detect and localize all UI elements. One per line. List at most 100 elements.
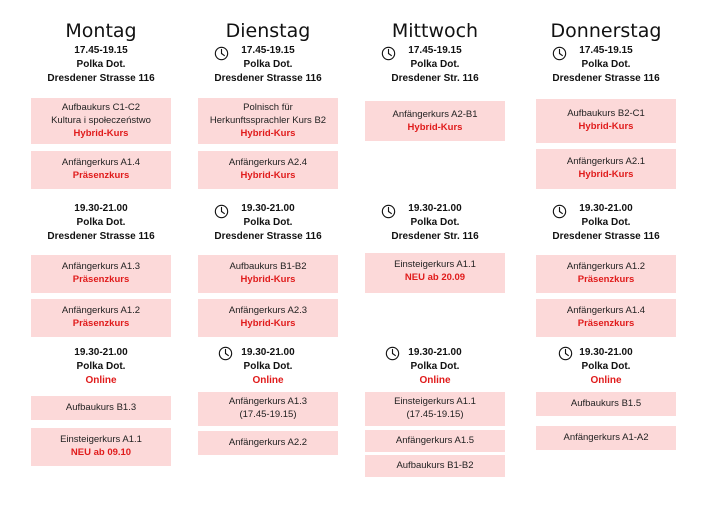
slot-address: Dresdener Strasse 116 [552, 231, 660, 242]
slot-time: 19.30-21.00 [241, 347, 295, 358]
course-card: Anfängerkurs A2-B1 Hybrid-Kurs [365, 101, 505, 141]
slot-place: Polka Dot. [581, 59, 631, 70]
course-status: Hybrid-Kurs [73, 128, 129, 139]
slot-header-2: 19.30-21.00 Polka Dot. Dresdener Strasse… [198, 202, 338, 244]
slot-header-2: 19.30-21.00 Polka Dot. Dresdener Strasse… [536, 202, 676, 244]
slot-place: Polka Dot. [76, 59, 126, 70]
course-name: Anfängerkurs A2.4 [228, 157, 308, 168]
course-card: Anfängerkurs A1.4 Präsenzkurs [536, 299, 676, 337]
slot-place: Polka Dot. [243, 361, 293, 372]
course-name: Anfängerkurs A1.4 [566, 305, 646, 316]
day-title: Mittwoch [391, 20, 479, 42]
course-status: Präsenzkurs [72, 318, 130, 329]
course-name: Aufbaukurs B1-B2 [396, 460, 474, 471]
slot-place: Polka Dot. [581, 361, 631, 372]
course-name: Anfängerkurs A1.4 [61, 157, 141, 168]
slot-mode: Online [85, 375, 117, 386]
course-card: Aufbaukurs B1.3 [31, 396, 171, 420]
slot-mode: Online [419, 375, 451, 386]
course-card: Anfängerkurs A1-A2 [536, 426, 676, 450]
course-card: Anfängerkurs A1.4 Präsenzkurs [31, 151, 171, 189]
course-card: Anfängerkurs A2.2 [198, 431, 338, 455]
slot-header-3: 19.30-21.00 Polka Dot. Online [536, 346, 676, 388]
course-card: Aufbaukurs B1-B2 Hybrid-Kurs [198, 255, 338, 293]
course-status: Präsenzkurs [72, 274, 130, 285]
slot-time: 17.45-19.15 [241, 45, 295, 56]
course-name: Polnisch für [243, 102, 293, 113]
slot-header-2: 19.30-21.00 Polka Dot. Dresdener Str. 11… [365, 202, 505, 244]
slot-time: 19.30-21.00 [579, 203, 633, 214]
course-name: Anfängerkurs A2-B1 [392, 109, 478, 120]
slot-place: Polka Dot. [243, 217, 293, 228]
slot-header-1: 17.45-19.15 Polka Dot. Dresdener Strasse… [198, 44, 338, 86]
slot-place: Polka Dot. [410, 59, 460, 70]
course-card: Anfängerkurs A1.5 [365, 430, 505, 452]
course-card: Polnisch für Herkunftssprachler Kurs B2 … [198, 98, 338, 144]
slot-place: Polka Dot. [243, 59, 293, 70]
slot-header-3: 19.30-21.00 Polka Dot. Online [365, 346, 505, 388]
course-name: Einsteigerkurs A1.1 [394, 259, 476, 270]
course-status: Hybrid-Kurs [578, 121, 634, 132]
course-card: Einsteigerkurs A1.1 (17.45-19.15) [365, 392, 505, 426]
course-name: Anfängerkurs A1.3 [61, 261, 141, 272]
course-card: Aufbaukurs B1.5 [536, 392, 676, 416]
course-status: NEU ab 20.09 [404, 272, 466, 283]
course-name: Anfängerkurs A2.2 [228, 437, 308, 448]
slot-time: 19.30-21.00 [579, 347, 633, 358]
slot-time: 19.30-21.00 [74, 347, 128, 358]
course-name: Aufbaukurs B2-C1 [567, 108, 645, 119]
slot-header-3: 19.30-21.00 Polka Dot. Online [198, 346, 338, 388]
course-card: Aufbaukurs C1-C2 Kultura i społeczeństwo… [31, 98, 171, 144]
course-status: Hybrid-Kurs [407, 122, 463, 133]
slot-time: 19.30-21.00 [74, 203, 128, 214]
course-status: Hybrid-Kurs [240, 274, 296, 285]
course-card: Anfängerkurs A1.3 (17.45-19.15) [198, 392, 338, 426]
slot-address: Dresdener Strasse 116 [47, 231, 155, 242]
course-subtitle: (17.45-19.15) [239, 409, 297, 420]
slot-header-2: 19.30-21.00 Polka Dot. Dresdener Strasse… [31, 202, 171, 244]
course-name: Aufbaukurs B1-B2 [229, 261, 307, 272]
slot-time: 19.30-21.00 [408, 203, 462, 214]
course-name: Anfängerkurs A1.2 [61, 305, 141, 316]
slot-place: Polka Dot. [76, 361, 126, 372]
slot-mode: Online [590, 375, 622, 386]
slot-header-3: 19.30-21.00 Polka Dot. Online [31, 346, 171, 388]
course-name: Aufbaukurs B1.5 [570, 398, 642, 409]
slot-time: 17.45-19.15 [74, 45, 128, 56]
course-card: Anfängerkurs A2.4 Hybrid-Kurs [198, 151, 338, 189]
slot-address: Dresdener Str. 116 [391, 231, 479, 242]
course-subtitle: (17.45-19.15) [406, 409, 464, 420]
course-card: Einsteigerkurs A1.1 NEU ab 09.10 [31, 428, 171, 466]
course-card: Anfängerkurs A1.3 Präsenzkurs [31, 255, 171, 293]
course-name: Anfängerkurs A1-A2 [563, 432, 649, 443]
slot-place: Polka Dot. [410, 361, 460, 372]
slot-mode: Online [252, 375, 284, 386]
course-name: Aufbaukurs C1-C2 [61, 102, 141, 113]
course-card: Einsteigerkurs A1.1 NEU ab 20.09 [365, 253, 505, 293]
course-card: Anfängerkurs A2.3 Hybrid-Kurs [198, 299, 338, 337]
course-status: NEU ab 09.10 [70, 447, 132, 458]
day-title: Montag [65, 20, 137, 42]
course-card: Anfängerkurs A1.2 Präsenzkurs [536, 255, 676, 293]
course-subtitle: Kultura i społeczeństwo [51, 115, 151, 126]
course-name: Einsteigerkurs A1.1 [60, 434, 142, 445]
slot-time: 19.30-21.00 [241, 203, 295, 214]
slot-header-1: 17.45-19.15 Polka Dot. Dresdener Strasse… [31, 44, 171, 86]
course-name: Anfängerkurs A1.3 [228, 396, 308, 407]
course-card: Anfängerkurs A2.1 Hybrid-Kurs [536, 149, 676, 189]
course-card: Anfängerkurs A1.2 Präsenzkurs [31, 299, 171, 337]
slot-place: Polka Dot. [410, 217, 460, 228]
slot-place: Polka Dot. [76, 217, 126, 228]
course-status: Präsenzkurs [577, 274, 635, 285]
course-name: Anfängerkurs A2.1 [566, 156, 646, 167]
course-status: Präsenzkurs [72, 170, 130, 181]
slot-address: Dresdener Strasse 116 [47, 73, 155, 84]
slot-header-1: 17.45-19.15 Polka Dot. Dresdener Str. 11… [365, 44, 505, 86]
slot-place: Polka Dot. [581, 217, 631, 228]
slot-address: Dresdener Str. 116 [391, 73, 479, 84]
course-status: Präsenzkurs [577, 318, 635, 329]
slot-header-1: 17.45-19.15 Polka Dot. Dresdener Strasse… [536, 44, 676, 86]
course-card: Aufbaukurs B2-C1 Hybrid-Kurs [536, 99, 676, 143]
course-status: Hybrid-Kurs [240, 318, 296, 329]
course-card: Aufbaukurs B1-B2 [365, 455, 505, 477]
